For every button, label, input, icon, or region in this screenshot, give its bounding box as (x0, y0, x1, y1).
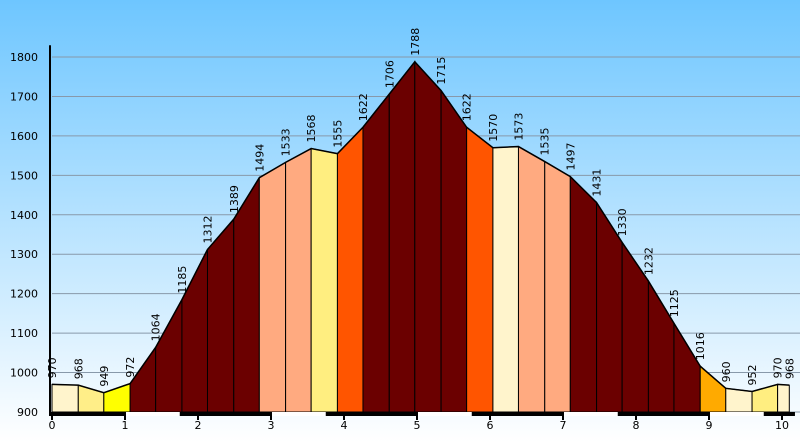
value-label: 1715 (435, 57, 448, 85)
segment (414, 60, 442, 413)
bottom-bar-light (563, 412, 618, 416)
segment (51, 383, 79, 413)
value-label: 1185 (176, 266, 189, 294)
value-label: 1431 (591, 169, 604, 197)
y-tick-label: 1800 (10, 51, 38, 64)
segment (440, 88, 468, 413)
y-tick-label: 1700 (10, 90, 38, 103)
x-tick-label: 1 (122, 419, 129, 432)
value-label: 1706 (383, 60, 396, 88)
segment (388, 60, 416, 413)
value-label: 1016 (694, 332, 707, 360)
x-tick-label: 4 (341, 419, 348, 432)
value-label: 1622 (357, 93, 370, 121)
segment (310, 147, 338, 413)
profile-line (51, 60, 790, 394)
x-tick-label: 7 (560, 419, 567, 432)
segment (777, 383, 790, 413)
bottom-bar-light (125, 412, 180, 416)
value-label: 1232 (642, 247, 655, 275)
value-label: 1497 (564, 143, 577, 171)
value-label: 952 (746, 364, 759, 385)
value-label: 1535 (539, 128, 552, 156)
segment (206, 217, 235, 413)
segment (336, 126, 364, 413)
x-tick-label: 6 (487, 419, 494, 432)
bottom-bar-light (417, 412, 472, 416)
bottom-bar-light (271, 412, 326, 416)
x-tick-label: 10 (775, 419, 789, 432)
x-tick-label: 5 (414, 419, 421, 432)
value-label: 972 (124, 357, 137, 378)
value-label: 1494 (253, 144, 266, 172)
segment (466, 126, 494, 413)
value-label: 960 (720, 361, 733, 382)
bottom-bar-light (709, 412, 764, 416)
segment (544, 160, 571, 413)
segment (285, 147, 312, 413)
y-tick-label: 1000 (10, 367, 38, 380)
value-label: 968 (72, 358, 85, 379)
value-label: 1573 (512, 113, 525, 141)
x-tick-label: 9 (706, 419, 713, 432)
value-label: 1389 (228, 185, 241, 213)
value-label: 949 (98, 366, 111, 387)
y-tick-label: 1600 (10, 130, 38, 143)
value-label: 1568 (305, 115, 318, 143)
value-label: 1555 (331, 120, 344, 148)
y-tick-label: 1500 (10, 169, 38, 182)
value-label: 1330 (616, 208, 629, 236)
value-label: 1570 (487, 114, 500, 142)
y-tick-label: 1400 (10, 209, 38, 222)
segment (725, 387, 753, 413)
segment (362, 92, 390, 413)
value-label: 1125 (668, 289, 681, 317)
segment (492, 146, 519, 413)
value-label: 1788 (409, 28, 422, 56)
x-tick-label: 8 (633, 419, 640, 432)
y-tick-label: 900 (17, 406, 38, 419)
value-label: 1622 (461, 93, 474, 121)
segment (258, 161, 287, 413)
segment (569, 175, 598, 413)
x-tick-label: 0 (49, 419, 56, 432)
value-label: 1312 (201, 216, 214, 244)
value-label: 968 (783, 358, 796, 379)
value-label: 1064 (150, 313, 163, 341)
x-tick-label: 3 (268, 419, 275, 432)
value-label: 1533 (280, 128, 293, 156)
y-tick-label: 1300 (10, 248, 38, 261)
x-tick-label: 2 (195, 419, 202, 432)
y-tick-label: 1200 (10, 288, 38, 301)
segment (517, 145, 546, 413)
y-tick-label: 1100 (10, 327, 38, 340)
value-label: 970 (772, 357, 785, 378)
value-label: 970 (46, 357, 59, 378)
